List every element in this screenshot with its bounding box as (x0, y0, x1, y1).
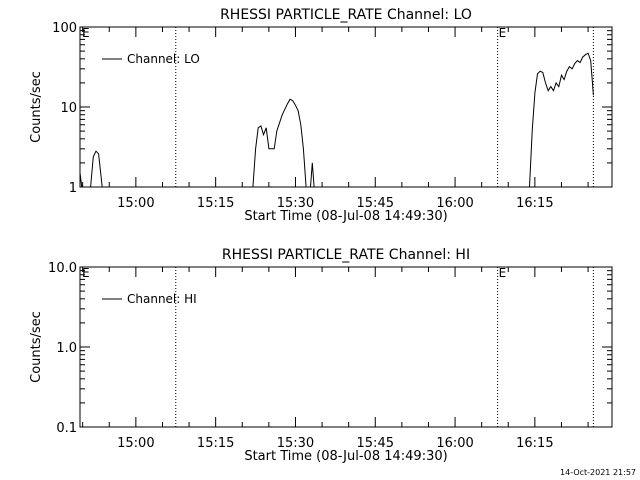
lo-legend-label: Channel: LO (127, 52, 200, 66)
lo-series-line (79, 172, 83, 188)
hi-x-tick-label: 15:00 (117, 436, 154, 451)
lo-y-axis-label: Counts/sec (29, 71, 44, 143)
lo-x-tick-label: 15:45 (357, 196, 394, 211)
lo-x-tick-label: 15:00 (117, 196, 154, 211)
lo-x-tick-label: 16:15 (516, 196, 553, 211)
lo-corner-label: E (82, 26, 90, 40)
hi-y-tick-label: 0.1 (56, 421, 77, 436)
lo-series-line (252, 98, 307, 188)
lo-x-tick-label: 15:15 (197, 196, 234, 211)
hi-chart-title: RHESSI PARTICLE_RATE Channel: HI (222, 247, 470, 263)
lo-x-tick-label: 15:30 (277, 196, 314, 211)
lo-x-tick-label: 16:00 (436, 196, 473, 211)
hi-x-tick-label: 15:15 (197, 436, 234, 451)
hi-x-tick-label: 15:30 (277, 436, 314, 451)
hi-plot-frame (79, 266, 613, 428)
hi-legend-label: Channel: HI (127, 292, 197, 306)
hi-event-marker-label: E (499, 266, 507, 280)
lo-event-marker-label: E (499, 26, 507, 40)
lo-chart-title: RHESSI PARTICLE_RATE Channel: LO (220, 7, 472, 23)
hi-x-tick-label: 16:00 (436, 436, 473, 451)
footer-timestamp: 14-Oct-2021 21:57 (560, 468, 636, 477)
hi-x-tick-label: 15:45 (357, 436, 394, 451)
hi-x-tick-label: 16:15 (516, 436, 553, 451)
lo-y-tick-label: 10 (60, 101, 77, 116)
lo-plot-frame (79, 26, 613, 188)
lo-y-tick-label: 100 (52, 21, 77, 36)
hi-y-tick-label: 1.0 (56, 341, 77, 356)
hi-y-axis-label: Counts/sec (29, 311, 44, 383)
hi-x-axis-label: Start Time (08-Jul-08 14:49:30) (244, 449, 447, 464)
hi-y-tick-label: 10.0 (48, 261, 77, 276)
hi-corner-label: E (82, 266, 90, 280)
lo-x-axis-label: Start Time (08-Jul-08 14:49:30) (244, 209, 447, 224)
lo-series-line (529, 52, 594, 188)
lo-series-line (90, 150, 103, 188)
lo-y-tick-label: 1 (69, 181, 77, 196)
lo-series-line (310, 162, 315, 188)
